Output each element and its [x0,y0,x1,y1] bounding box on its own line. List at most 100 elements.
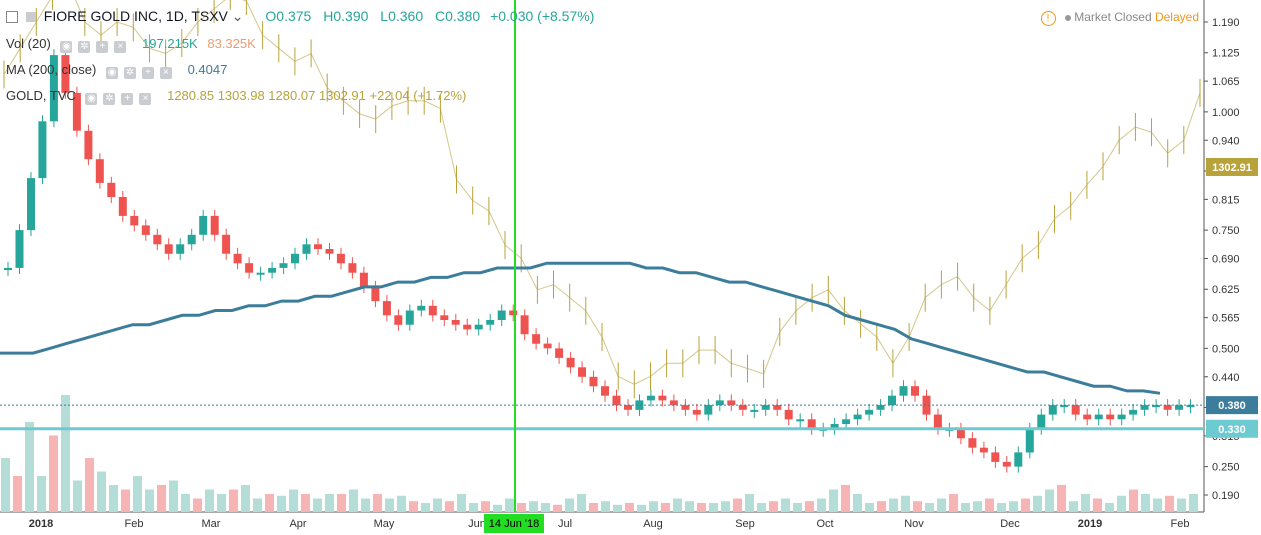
volume-bar [1105,503,1114,512]
x-tick-label: Apr [289,518,306,530]
collapse-icon[interactable] [6,11,18,24]
candle-body [4,268,12,270]
y-tick-label: 1.190 [1212,17,1240,29]
hline-price-label-bg [1206,419,1258,438]
volume-bar [301,494,310,512]
volume-bar [925,503,934,512]
volume-bar [73,480,82,512]
candle-body [578,367,586,377]
candle-body [1014,452,1023,467]
candle-body [371,286,380,302]
volume-bar [541,503,550,512]
volume-bar [505,498,514,512]
volume-bar [613,504,622,512]
hline-price-label: 0.330 [1218,424,1246,436]
candle-body [761,405,770,410]
market-closed-dot-icon [1064,14,1071,21]
candle-body [1140,405,1149,410]
volume-bar [949,494,958,512]
candle-body [830,424,839,429]
volume-bar [49,435,58,512]
volume-bar [1033,495,1042,512]
volume-bar [709,503,718,512]
plus-icon[interactable]: + [121,92,134,105]
candle-body [291,253,299,264]
candle-body [1083,414,1092,420]
volume-bar [37,476,46,512]
gold-legend-buttons: ◉ ✲ + × [85,89,157,105]
close-icon[interactable]: × [114,40,127,53]
candle-body [555,348,564,358]
candle-body [727,400,736,406]
gold-values: 1280.85 1303.98 1280.07 1302.91 +22.04 (… [167,88,467,103]
volume-bar [1,458,10,512]
x-tick-label: 2019 [1078,518,1102,530]
volume-bar [133,476,142,512]
candle-body [302,244,311,254]
candle-body [842,419,851,424]
volume-bar [661,503,670,512]
candle-body [566,357,575,368]
volume-bar [1165,495,1174,512]
volume-bar [277,495,286,512]
gear-icon[interactable]: ✲ [78,40,91,53]
volume-bar [577,494,586,512]
y-tick-label: 0.440 [1212,372,1240,384]
volume-bar [265,494,274,512]
ma-legend-label: MA (200, close) [6,62,97,77]
plus-icon[interactable]: + [141,66,154,79]
candle-body [933,414,942,429]
volume-bar [409,501,418,512]
candle-body [922,395,931,415]
candle-body [681,405,690,410]
gold-legend-label: GOLD, TVC [6,88,76,103]
candle-body [256,272,265,275]
candle-body [876,405,885,410]
candle-body [784,409,793,420]
symbol-dropdown-icon[interactable]: ⌄ [231,8,244,24]
candle-body [1025,428,1034,453]
candle-body [451,320,460,325]
gear-icon[interactable]: ✲ [103,92,116,105]
ohlc-change: +0.030 (+8.57%) [490,8,595,24]
candle-body [1117,414,1126,420]
plus-icon[interactable]: + [96,40,109,53]
warning-icon[interactable]: ! [1040,11,1056,26]
candle-body [1152,405,1161,408]
candle-body [233,253,242,264]
volume-bar [349,489,358,512]
volume-legend-label: Vol (20) [6,36,51,51]
x-tick-label: Feb [1171,518,1190,530]
symbol-title[interactable]: FIORE GOLD INC, 1D, TSXV [43,8,228,24]
ohlc-low: L0.360 [380,8,424,24]
crosshair-date-label: 14 Jun '18 [489,518,539,530]
volume-bar [865,503,874,512]
volume-bar [721,501,730,512]
candle-body [1175,405,1183,410]
candle-body [658,395,667,401]
volume-bar [433,498,442,512]
volume-bar [745,494,754,512]
ma-legend: MA (200, close) ◉ ✲ + × 0.4047 [6,62,233,79]
volume-bar [625,503,634,512]
y-tick-label: 0.565 [1212,313,1240,325]
eye-icon[interactable]: ◉ [85,92,98,105]
candle-body [359,272,368,287]
eye-icon[interactable]: ◉ [60,40,73,53]
candle-body [704,405,713,415]
volume-value-2: 83.325K [207,36,256,51]
volume-bar [289,489,298,512]
x-tick-label: Jun [468,518,486,530]
close-icon[interactable]: × [159,66,172,79]
volume-bar [1021,498,1030,512]
candle-body [210,215,219,235]
gear-icon[interactable]: ✲ [123,66,136,79]
volume-bar [385,498,394,512]
eye-icon[interactable]: ◉ [105,66,118,79]
close-icon[interactable]: × [139,92,152,105]
volume-bar [469,503,478,512]
volume-bar [397,495,406,512]
candle-body [796,419,805,422]
candle-body [199,215,208,235]
